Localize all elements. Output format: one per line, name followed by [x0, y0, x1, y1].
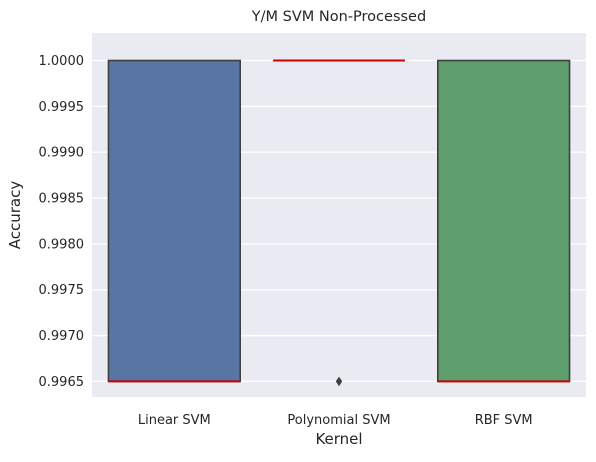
y-tick-label: 0.9985	[39, 192, 85, 207]
boxes	[107, 59, 571, 387]
y-tick-label: 0.9965	[39, 375, 85, 390]
box-group	[436, 59, 571, 383]
y-tick-label: 0.9975	[39, 283, 85, 298]
x-tick-label: Polynomial SVM	[287, 413, 390, 428]
y-axis-title: Accuracy	[6, 181, 24, 250]
y-tick-labels: 0.9965 0.9970 0.9975 0.9980 0.9985 0.9990 0.99…	[39, 54, 85, 390]
x-tick-labels: Linear SVM Polynomial SVM RBF SVM	[138, 413, 533, 428]
outlier-point	[335, 376, 343, 387]
x-tick-label: Linear SVM	[138, 413, 211, 428]
box	[436, 59, 571, 383]
y-tick-label: 0.9995	[39, 100, 85, 115]
chart-title: Y/M SVM Non-Processed	[251, 9, 426, 25]
y-tick-label: 1.0000	[39, 54, 85, 69]
x-tick-label: RBF SVM	[475, 413, 533, 428]
x-axis-title: Kernel	[315, 430, 362, 448]
box-group	[273, 59, 405, 387]
box	[107, 59, 242, 383]
y-tick-label: 0.9970	[39, 329, 85, 344]
box-group	[107, 59, 242, 383]
y-tick-label: 0.9990	[39, 146, 85, 161]
y-tick-label: 0.9980	[39, 237, 85, 252]
